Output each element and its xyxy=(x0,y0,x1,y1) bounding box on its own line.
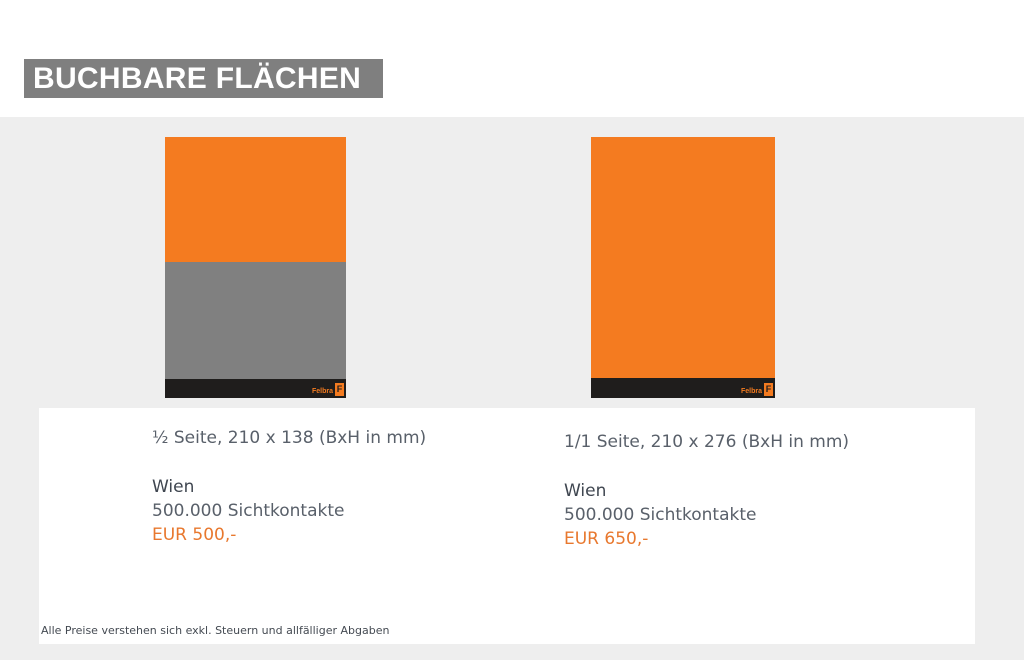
format-label: ½ Seite, 210 x 138 (BxH in mm) xyxy=(152,428,427,448)
city-label: Wien xyxy=(564,481,607,501)
mockup-footer-bar: Felbra F xyxy=(591,378,775,398)
logo-mark-icon: F xyxy=(764,383,773,396)
logo-mark-icon: F xyxy=(335,383,344,396)
option-full-page: 1/1 Seite, 210 x 276 (BxH in mm) Wien 50… xyxy=(564,432,849,549)
option-half-page: ½ Seite, 210 x 138 (BxH in mm) Wien 500.… xyxy=(152,428,426,545)
logo-wordmark: Felbra xyxy=(740,388,762,395)
price-label: EUR 650,- xyxy=(564,529,649,549)
price-label: EUR 500,- xyxy=(152,525,237,545)
options-card: ½ Seite, 210 x 138 (BxH in mm) Wien 500.… xyxy=(39,408,975,644)
ad-area xyxy=(165,137,346,262)
logo-wordmark: Felbra xyxy=(311,388,333,395)
content-area xyxy=(165,262,346,379)
header-area: BUCHBARE FLÄCHEN xyxy=(0,0,1024,117)
full-page-mockup: Felbra F xyxy=(591,137,775,398)
half-page-mockup: Felbra F xyxy=(165,137,346,398)
contacts-label: 500.000 Sichtkontakte xyxy=(152,501,345,521)
brand-logo: Felbra F xyxy=(312,383,344,396)
ad-area xyxy=(591,137,775,378)
brand-logo: Felbra F xyxy=(741,383,773,396)
city-label: Wien xyxy=(152,477,195,497)
page-title: BUCHBARE FLÄCHEN xyxy=(24,59,383,98)
mockup-footer-bar: Felbra F xyxy=(165,379,346,398)
format-label: 1/1 Seite, 210 x 276 (BxH in mm) xyxy=(564,432,850,452)
contacts-label: 500.000 Sichtkontakte xyxy=(564,505,757,525)
price-disclaimer: Alle Preise verstehen sich exkl. Steuern… xyxy=(41,624,390,637)
